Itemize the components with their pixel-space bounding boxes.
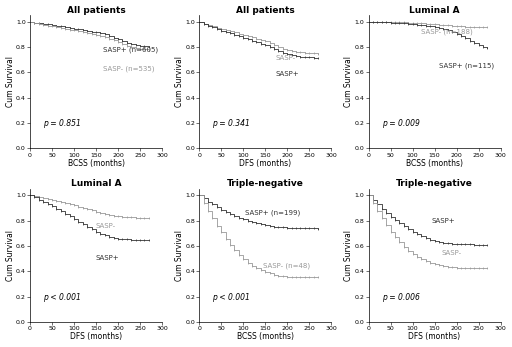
Y-axis label: Cum Survival: Cum Survival (175, 56, 184, 107)
Y-axis label: Cum Survival: Cum Survival (344, 56, 353, 107)
Title: Luminal A: Luminal A (409, 6, 460, 15)
X-axis label: BCSS (months): BCSS (months) (68, 159, 124, 168)
Text: p < 0.001: p < 0.001 (212, 293, 250, 302)
X-axis label: DFS (months): DFS (months) (409, 332, 461, 341)
Text: p = 0.009: p = 0.009 (382, 119, 420, 128)
Text: SASP- (n=535): SASP- (n=535) (102, 65, 154, 72)
Y-axis label: Cum Survival: Cum Survival (175, 230, 184, 281)
X-axis label: BCSS (months): BCSS (months) (237, 332, 294, 341)
Y-axis label: Cum Survival: Cum Survival (6, 56, 14, 107)
Text: SASP+: SASP+ (96, 255, 120, 261)
Title: Triple-negative: Triple-negative (227, 179, 304, 188)
X-axis label: DFS (months): DFS (months) (70, 332, 122, 341)
X-axis label: DFS (months): DFS (months) (239, 159, 291, 168)
Text: SASP- (n=48): SASP- (n=48) (263, 263, 310, 269)
Text: SASP+: SASP+ (276, 71, 300, 77)
Text: SASP-: SASP- (276, 55, 296, 61)
Title: All patients: All patients (67, 6, 125, 15)
Text: SASP+ (n=199): SASP+ (n=199) (245, 210, 301, 216)
Text: p < 0.001: p < 0.001 (43, 293, 81, 302)
Text: p = 0.851: p = 0.851 (43, 119, 81, 128)
Title: Triple-negative: Triple-negative (396, 179, 473, 188)
Text: SASP+ (n=115): SASP+ (n=115) (438, 63, 494, 69)
Title: Luminal A: Luminal A (71, 179, 121, 188)
Text: p = 0.006: p = 0.006 (382, 293, 420, 302)
Y-axis label: Cum Survival: Cum Survival (344, 230, 353, 281)
Title: All patients: All patients (236, 6, 294, 15)
Text: p = 0.341: p = 0.341 (212, 119, 250, 128)
Text: SASP+: SASP+ (432, 218, 456, 224)
Y-axis label: Cum Survival: Cum Survival (6, 230, 14, 281)
Text: SASP+ (n=605): SASP+ (n=605) (102, 47, 158, 53)
Text: SASP-: SASP- (441, 250, 461, 256)
X-axis label: BCSS (months): BCSS (months) (406, 159, 463, 168)
Text: SASP- (n=188): SASP- (n=188) (421, 28, 473, 35)
Text: SASP-: SASP- (96, 223, 116, 229)
